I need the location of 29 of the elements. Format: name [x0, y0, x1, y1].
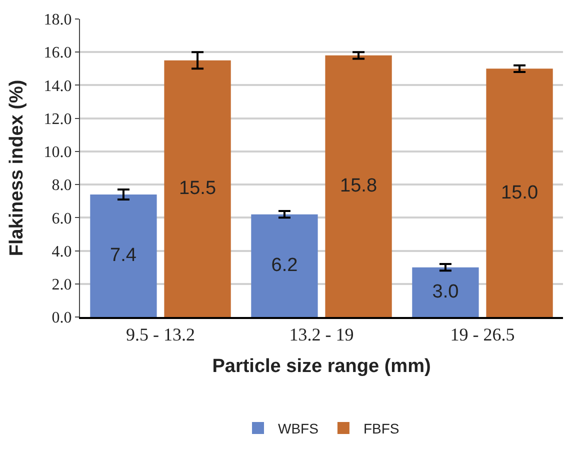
y-tick-label: 6.0	[52, 210, 72, 228]
y-axis-title: Flakiness index (%)	[6, 80, 28, 256]
data-label: 15.8	[340, 176, 378, 197]
y-tick-label: 0.0	[52, 310, 72, 327]
y-tick-label: 14.0	[44, 78, 72, 95]
data-label: 7.4	[110, 245, 137, 266]
legend-label: FBFS	[363, 420, 400, 436]
bar	[251, 214, 318, 317]
legend-label: WBFS	[278, 420, 318, 436]
bar	[90, 194, 157, 317]
y-tick-label: 8.0	[52, 177, 72, 194]
bar	[164, 60, 231, 317]
y-tick-label: 16.0	[44, 44, 72, 62]
x-axis-title: Particle size range (mm)	[212, 356, 431, 377]
x-tick-label: 9.5 - 13.2	[126, 324, 195, 345]
data-label: 15.5	[179, 178, 216, 200]
y-tick-label: 10.0	[44, 144, 72, 162]
bar	[325, 55, 392, 317]
data-label: 3.0	[432, 282, 459, 303]
data-label: 15.0	[501, 182, 538, 204]
y-tick-label: 2.0	[52, 276, 72, 294]
y-tick-label: 4.0	[52, 243, 72, 260]
y-tick-label: 12.0	[44, 110, 72, 128]
x-tick-label: 13.2 - 19	[289, 324, 354, 345]
bar	[486, 68, 553, 317]
x-tick-label: 19 - 26.5	[450, 324, 515, 345]
bar	[412, 267, 479, 317]
data-label: 6.2	[271, 255, 298, 276]
y-tick-label: 18.0	[44, 12, 72, 29]
